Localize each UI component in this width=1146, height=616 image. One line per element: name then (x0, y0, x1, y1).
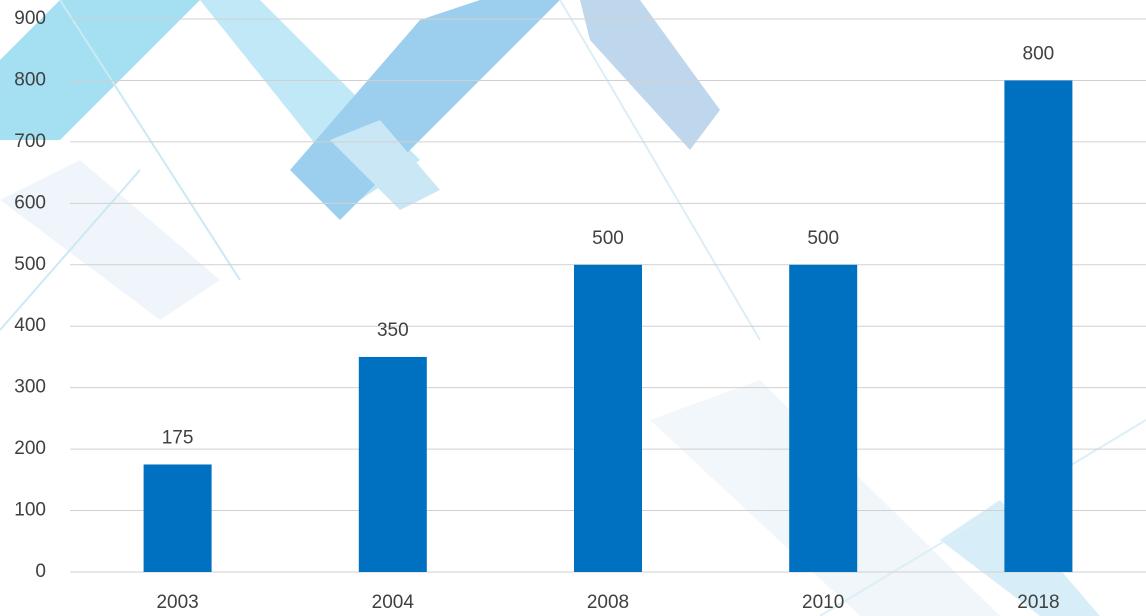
bar (143, 464, 212, 572)
y-tick-label: 100 (14, 500, 46, 521)
y-tick-label: 0 (35, 561, 46, 582)
x-tick-label: 2008 (587, 592, 629, 613)
data-label: 500 (807, 228, 839, 249)
y-tick-label: 800 (14, 69, 46, 90)
y-tick-label: 300 (14, 377, 46, 398)
x-tick-label: 2004 (372, 592, 415, 613)
data-label: 500 (592, 228, 624, 249)
bar (789, 264, 858, 572)
y-tick-label: 400 (14, 315, 46, 336)
data-label: 175 (162, 427, 194, 448)
y-tick-label: 200 (14, 438, 46, 459)
y-tick-label: 500 (14, 254, 46, 275)
y-tick-label: 700 (14, 131, 46, 152)
bar (1004, 80, 1073, 572)
y-tick-label: 900 (14, 8, 46, 29)
data-label: 800 (1023, 43, 1055, 64)
y-tick-label: 600 (14, 192, 46, 213)
bar (358, 356, 427, 572)
x-tick-label: 2010 (802, 592, 844, 613)
bar (574, 264, 642, 572)
data-label: 350 (377, 320, 409, 341)
x-tick-label: 2003 (156, 592, 198, 613)
x-tick-label: 2018 (1017, 592, 1059, 613)
